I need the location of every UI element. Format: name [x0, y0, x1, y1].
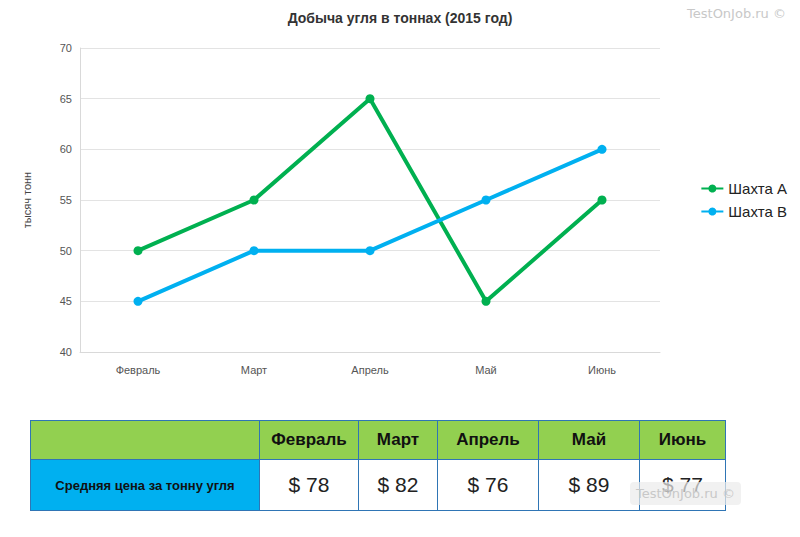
- svg-text:Июнь: Июнь: [588, 364, 616, 376]
- html-text:Июнь: Июнь: [658, 430, 707, 449]
- svg-text:Май: Май: [475, 364, 497, 376]
- svg-text:60: 60: [60, 143, 72, 155]
- svg-text:50: 50: [60, 245, 72, 257]
- html-text:$ 82: $ 82: [377, 473, 419, 496]
- html-text:$ 77: $ 77: [662, 473, 703, 496]
- html-text:$ 76: $ 76: [467, 473, 509, 496]
- html-text:Май: Май: [571, 430, 607, 449]
- svg-text:55: 55: [60, 194, 72, 206]
- svg-text:Февраль: Февраль: [116, 364, 161, 376]
- svg-text:40: 40: [60, 346, 72, 358]
- svg-text:Март: Март: [241, 364, 267, 376]
- html-text:$ 78: $ 78: [288, 473, 330, 496]
- svg-text:Добыча угля в тоннах (2015 год: Добыча угля в тоннах (2015 год): [288, 10, 513, 26]
- svg-text:65: 65: [60, 93, 72, 105]
- html-text:TestOnJob.ru ©: TestOnJob.ru ©: [636, 486, 735, 501]
- html-text:Февраль: Февраль: [271, 430, 347, 449]
- svg-text:Шахта А: Шахта А: [728, 180, 787, 197]
- html-text:Март: Март: [376, 430, 420, 449]
- svg-text:тысяч тонн: тысяч тонн: [21, 172, 33, 228]
- html-text:TestOnJob.ru ©: TestOnJob.ru ©: [687, 6, 786, 21]
- html-text:Апрель: Апрель: [456, 430, 520, 449]
- svg-text:Апрель: Апрель: [351, 364, 389, 376]
- html-text:Средняя цена за тонну угля: Средняя цена за тонну угля: [55, 477, 235, 493]
- svg-text:70: 70: [60, 42, 72, 54]
- svg-text:45: 45: [60, 295, 72, 307]
- html-text:$ 89: $ 89: [568, 473, 610, 496]
- svg-text:Шахта В: Шахта В: [728, 203, 787, 220]
